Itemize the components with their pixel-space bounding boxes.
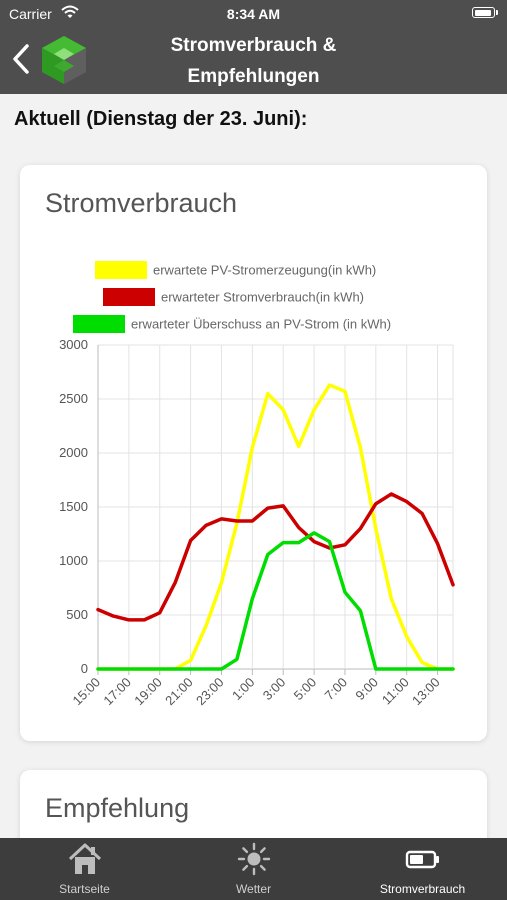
legend-swatch-pv (95, 261, 147, 279)
series-line-pv-surplus (96, 531, 455, 671)
legend-swatch-surplus (73, 315, 125, 333)
y-tick-label: 2000 (59, 445, 88, 460)
tab-stromverbrauch[interactable]: Stromverbrauch (338, 838, 507, 900)
legend-label-consumption: erwarteter Stromverbrauch(in kWh) (161, 289, 364, 305)
page-title: Stromverbrauch & Empfehlungen (120, 30, 387, 92)
y-tick-label: 1000 (59, 553, 88, 568)
status-bar: Carrier 8:34 AM (0, 0, 507, 26)
x-tick-label: 19:00 (131, 675, 165, 709)
y-tick-label: 500 (66, 607, 88, 622)
navigation-bar: Stromverbrauch & Empfehlungen (0, 26, 507, 94)
x-tick-label: 3:00 (260, 675, 289, 704)
x-tick-label: 1:00 (229, 675, 258, 704)
battery-icon (405, 850, 439, 869)
legend-label-surplus: erwarteter Überschuss an PV-Strom (in kW… (131, 316, 392, 332)
series-line-pv-generation (96, 383, 455, 671)
x-tick-label: 5:00 (291, 675, 320, 704)
y-tick-label: 3000 (59, 337, 88, 352)
back-chevron-icon[interactable] (10, 42, 32, 76)
x-tick-label: 11:00 (379, 675, 412, 708)
tab-label-wetter: Wetter (235, 882, 272, 896)
page-title-line1: Stromverbrauch & (170, 35, 337, 56)
sun-icon (237, 842, 271, 876)
legend-item-consumption[interactable]: erwarteter Stromverbrauch(in kWh) (103, 288, 364, 308)
x-tick-label: 21:00 (162, 675, 196, 709)
current-day-heading: Aktuell (Dienstag der 23. Juni): (14, 108, 308, 130)
battery-status-icon (472, 7, 498, 18)
recommendation-card-title: Empfehlung (45, 793, 190, 823)
y-tick-label: 0 (81, 661, 88, 676)
tab-label-startseite: Startseite (59, 882, 110, 896)
legend-label-pv: erwartete PV-Stromerzeugung(in kWh) (153, 262, 377, 278)
tab-startseite[interactable]: Startseite (0, 838, 169, 900)
y-tick-label: 1500 (59, 499, 88, 514)
legend-swatch-consumption (103, 288, 155, 306)
carrier-label: Carrier (9, 6, 52, 22)
wifi-icon (61, 5, 79, 18)
tab-label-stromverbrauch: Stromverbrauch (379, 882, 466, 896)
y-tick-label: 2500 (59, 391, 88, 406)
line-chart: 05001000150020002500300015:0017:0019:002… (59, 337, 455, 709)
x-tick-label: 15:00 (70, 675, 104, 709)
chart-card-title: Stromverbrauch (45, 188, 238, 218)
legend-item-surplus[interactable]: erwarteter Überschuss an PV-Strom (in kW… (73, 315, 391, 335)
x-tick-label: 9:00 (352, 675, 381, 704)
legend-item-pv[interactable]: erwartete PV-Stromerzeugung(in kWh) (95, 261, 376, 281)
x-tick-label: 7:00 (322, 675, 351, 704)
series-line-consumption (96, 492, 455, 622)
status-time: 8:34 AM (226, 6, 281, 22)
consumption-chart-card: Stromverbrauch erwartete PV-Stromerzeugu… (20, 165, 487, 741)
x-tick-label: 23:00 (193, 675, 227, 709)
tab-bar: Startseite Wetter Stromverbrauch (0, 838, 507, 900)
home-icon (68, 843, 102, 874)
app-logo-icon (42, 36, 86, 84)
tab-wetter[interactable]: Wetter (169, 838, 338, 900)
page-title-line2: Empfehlungen (187, 66, 320, 87)
x-tick-label: 13:00 (409, 675, 443, 709)
x-tick-label: 17:00 (100, 675, 134, 709)
